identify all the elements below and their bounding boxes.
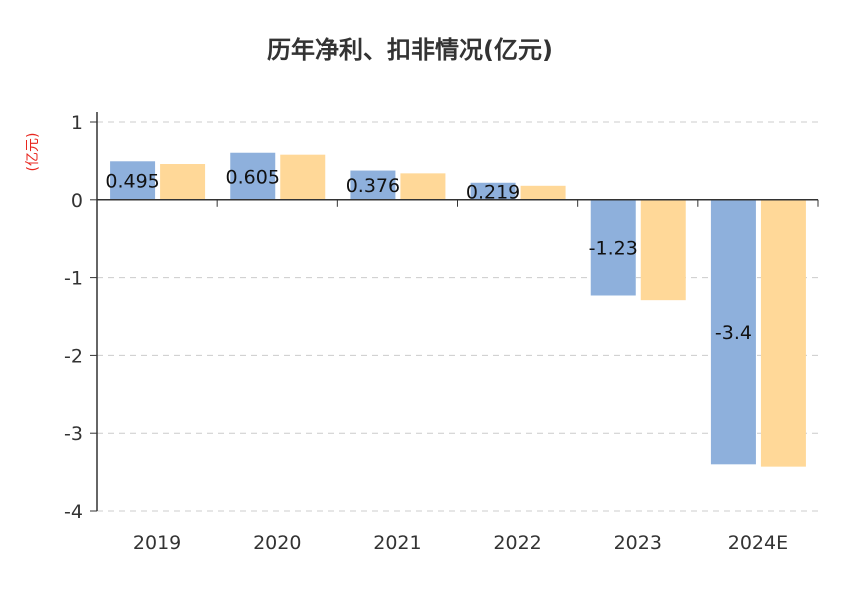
bar-2021-net-profit bbox=[350, 170, 396, 200]
data-label: 0.605 bbox=[226, 166, 280, 188]
data-label: -3.4 bbox=[715, 322, 752, 344]
data-label: 0.376 bbox=[346, 175, 400, 197]
data-label: 0.219 bbox=[466, 181, 520, 203]
data-label: -1.23 bbox=[589, 238, 638, 260]
x-tick-label: 2019 bbox=[133, 532, 181, 554]
x-tick-label: 2022 bbox=[493, 532, 541, 554]
bar-2020-net-profit bbox=[230, 152, 276, 200]
bar-2023-net-profit bbox=[590, 199, 636, 296]
bar-2021-deducted-profit bbox=[400, 173, 446, 200]
bar-2023-deducted-profit bbox=[640, 199, 686, 301]
x-tick-label: 2021 bbox=[373, 532, 421, 554]
bar-2022-net-profit bbox=[470, 182, 516, 200]
y-tick-label: -1 bbox=[64, 268, 83, 290]
y-tick-label: -4 bbox=[64, 501, 83, 523]
y-axis-label: (亿元) bbox=[25, 133, 41, 172]
y-tick-label: 0 bbox=[71, 190, 83, 212]
x-tick-label: 2020 bbox=[253, 532, 301, 554]
y-tick-label: -3 bbox=[64, 423, 83, 445]
bar-2020-deducted-profit bbox=[280, 154, 326, 200]
bar-2022-deducted-profit bbox=[520, 185, 566, 200]
y-tick-label: -2 bbox=[64, 345, 83, 367]
x-tick-label: 2024E bbox=[728, 532, 788, 554]
bar-2024E-net-profit bbox=[710, 199, 756, 465]
y-tick-label: 1 bbox=[71, 112, 83, 134]
x-tick-label: 2023 bbox=[614, 532, 662, 554]
bar-2019-deducted-profit bbox=[160, 164, 206, 200]
chart-title: 历年净利、扣非情况(亿元) bbox=[267, 36, 553, 64]
bar-2019-net-profit bbox=[110, 161, 156, 200]
data-label: 0.495 bbox=[105, 171, 159, 193]
bar-2024E-deducted-profit bbox=[760, 199, 806, 467]
